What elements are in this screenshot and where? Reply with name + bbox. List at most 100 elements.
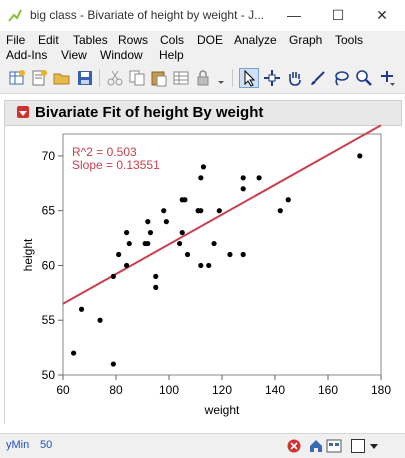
lock-icon[interactable] — [194, 69, 212, 87]
cut-icon[interactable] — [106, 69, 124, 87]
data-point[interactable] — [285, 197, 291, 203]
data-point[interactable] — [71, 350, 77, 356]
data-point[interactable] — [78, 306, 85, 312]
data-point[interactable] — [206, 262, 212, 269]
x-tick-label: 160 — [318, 383, 338, 397]
data-point[interactable] — [177, 240, 183, 247]
menu-help[interactable]: Help — [159, 48, 184, 62]
lasso-tool-icon[interactable] — [332, 69, 350, 87]
data-grid-icon[interactable] — [172, 69, 190, 87]
app-logo-icon — [8, 9, 22, 22]
data-point[interactable] — [216, 208, 222, 214]
menu-bar: File Edit Tables Rows Cols DOE Analyze G… — [0, 31, 405, 63]
menu-rows[interactable]: Rows — [118, 33, 149, 47]
status-field-label: yMin — [6, 439, 30, 451]
bivariate-scatter-plot[interactable]: 50 55 60 65 70 60 80 100 120 140 160 180 R^2 = 0.5… — [0, 124, 405, 430]
data-point[interactable] — [184, 251, 191, 258]
minimize-button[interactable]: — — [287, 7, 301, 23]
menu-file[interactable]: File — [6, 33, 26, 47]
menu-graph[interactable]: Graph — [289, 33, 323, 47]
data-point[interactable] — [147, 229, 154, 236]
menu-tables[interactable]: Tables — [73, 33, 108, 47]
stop-icon[interactable] — [286, 438, 302, 454]
data-point[interactable] — [198, 262, 204, 269]
data-point[interactable] — [116, 251, 122, 258]
x-tick-label: 180 — [371, 383, 391, 397]
menu-view[interactable]: View — [61, 48, 87, 62]
status-dropdown-icon[interactable] — [368, 438, 380, 454]
data-point[interactable] — [198, 175, 204, 181]
data-point[interactable] — [277, 208, 283, 214]
data-point[interactable] — [153, 273, 159, 280]
data-point[interactable] — [357, 153, 363, 159]
window-list-icon[interactable] — [326, 438, 342, 454]
data-point[interactable] — [240, 186, 246, 192]
data-point[interactable] — [182, 197, 188, 203]
hand-tool-icon[interactable] — [286, 69, 304, 87]
menu-cols[interactable]: Cols — [160, 33, 185, 47]
y-tick-label: 60 — [42, 258, 56, 272]
report-outline-header: Bivariate Fit of height By weight — [4, 100, 402, 126]
crosshair-tool-icon[interactable] — [263, 69, 281, 87]
red-triangle-menu-icon[interactable] — [17, 106, 29, 118]
x-tick-label: 80 — [109, 383, 123, 397]
x-tick-label: 140 — [265, 383, 285, 397]
window-title: big class - Bivariate of height by weigh… — [30, 8, 265, 22]
outline-rule — [4, 124, 5, 424]
data-point[interactable] — [110, 361, 116, 367]
home-icon[interactable] — [308, 438, 324, 454]
y-tick-label: 55 — [42, 313, 56, 327]
data-point[interactable] — [124, 229, 130, 236]
data-point[interactable] — [240, 175, 246, 181]
status-field-value: 50 — [40, 439, 53, 451]
data-point[interactable] — [145, 240, 151, 247]
data-point[interactable] — [163, 219, 169, 225]
menu-add-ins[interactable]: Add-Ins — [6, 48, 48, 62]
data-point[interactable] — [200, 164, 207, 170]
y-tick-label: 70 — [42, 149, 56, 163]
x-tick-label: 120 — [212, 383, 232, 397]
report-title: Bivariate Fit of height By weight — [35, 104, 264, 121]
title-bar: big class - Bivariate of height by weigh… — [0, 0, 405, 31]
data-point[interactable] — [126, 240, 132, 247]
x-tick-label: 60 — [56, 383, 70, 397]
menu-analyze[interactable]: Analyze — [234, 33, 277, 47]
close-button[interactable]: ✕ — [376, 7, 388, 23]
data-point[interactable] — [211, 240, 217, 247]
brush-tool-icon[interactable] — [309, 69, 327, 87]
copy-icon[interactable] — [128, 69, 146, 87]
data-point[interactable] — [179, 229, 185, 236]
maximize-button[interactable]: ☐ — [331, 7, 345, 23]
plot-frame — [62, 133, 382, 376]
data-point[interactable] — [198, 208, 204, 214]
menu-tools[interactable]: Tools — [335, 33, 364, 47]
data-point[interactable] — [145, 219, 151, 225]
arrow-tool-icon[interactable] — [239, 68, 259, 88]
data-point[interactable] — [227, 251, 233, 258]
y-tick-label: 65 — [42, 204, 56, 218]
data-point[interactable] — [240, 251, 246, 258]
magnifier-tool-icon[interactable] — [355, 69, 373, 87]
regression-fit-line[interactable] — [62, 124, 382, 305]
dropdown-triangle-icon — [19, 111, 27, 116]
data-point[interactable] — [97, 317, 103, 323]
annotate-tool-icon[interactable] — [378, 69, 396, 87]
data-point[interactable] — [153, 284, 159, 290]
menu-doe[interactable]: DOE — [197, 33, 224, 47]
new-table-icon[interactable] — [8, 69, 26, 87]
toolbar-overflow-icon[interactable] — [216, 69, 226, 87]
menu-edit[interactable]: Edit — [38, 33, 59, 47]
fit-annotation-rsquare: R^2 = 0.503 — [72, 145, 137, 159]
new-script-icon[interactable] — [30, 69, 48, 87]
paste-icon[interactable] — [150, 69, 168, 87]
data-point[interactable] — [124, 262, 130, 269]
save-icon[interactable] — [76, 69, 94, 87]
data-point[interactable] — [110, 273, 116, 280]
data-point[interactable] — [256, 175, 262, 181]
status-bar: yMin 50 — [0, 433, 405, 458]
data-point[interactable] — [161, 208, 167, 214]
menu-window[interactable]: Window — [100, 48, 143, 62]
x-tick-label: 100 — [159, 383, 179, 397]
open-icon[interactable] — [53, 69, 71, 87]
window-frame-icon[interactable] — [350, 438, 366, 454]
